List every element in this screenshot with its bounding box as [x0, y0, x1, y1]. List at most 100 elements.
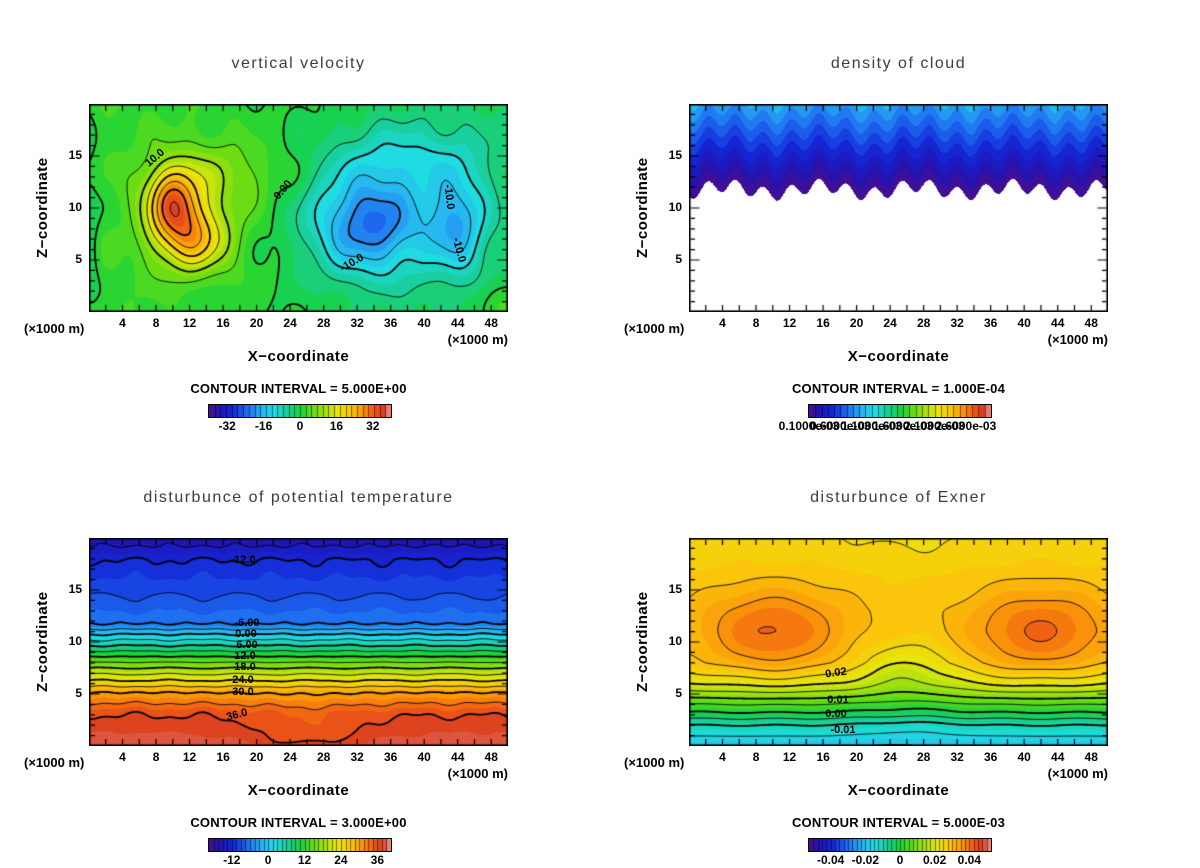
plot-area: 0.02 0.01 0.00 -0.01: [689, 538, 1108, 746]
x-tick-label: 4: [719, 316, 726, 330]
panel-density-of-cloud: density of cloud Z−coordinate (×1000 m) …: [600, 0, 1200, 434]
contour-interval-text: CONTOUR INTERVAL = 3.000E+00: [190, 815, 407, 830]
x-tick-label: 44: [451, 316, 465, 330]
x-tick-label: 16: [216, 750, 230, 764]
x-tick-label: 28: [916, 316, 931, 330]
x-axis-label: X−coordinate: [247, 348, 350, 365]
contour-label: 6.00: [236, 639, 258, 651]
x-tick-label: 32: [350, 750, 364, 764]
contour-plot-canvas: [89, 538, 508, 746]
plot-area: -12.0 -6.00 0.00 6.00 12.0 18.0 24.0 30.0 36.0: [89, 538, 508, 746]
x-axis-label: X−coordinate: [847, 348, 950, 365]
colorbar-tick-label: -16: [254, 419, 273, 433]
colorbar-tick-label: 0.1000e-03: [778, 419, 840, 433]
x-tick-label: 4: [119, 316, 126, 330]
x-tick-label: 36: [983, 316, 998, 330]
contour-label: 0.00: [235, 628, 257, 640]
panel-title: density of cloud: [830, 55, 967, 72]
x-tick-label: 16: [216, 316, 230, 330]
colorbar-tick-label: 16: [329, 419, 344, 433]
panel-exner: disturbunce of Exner Z−coordinate 0.02 0.…: [600, 434, 1200, 868]
x-unit-label-right: (×1000 m): [447, 332, 508, 347]
x-tick-label: 40: [1017, 316, 1031, 330]
z-tick-label: 5: [75, 686, 82, 700]
z-tick-label: 5: [75, 252, 82, 266]
colorbar-tick-label: 2.6000e-03: [935, 419, 997, 433]
x-tick-label: 12: [782, 750, 797, 764]
contour-plot-canvas: [689, 538, 1108, 746]
contour-label: 12.0: [234, 650, 256, 662]
x-tick-label: 48: [484, 316, 498, 330]
colorbar-tick-label: 1.1000e-03: [841, 419, 903, 433]
plot-area: [689, 104, 1108, 312]
x-tick-label: 40: [417, 316, 431, 330]
x-tick-label: 44: [451, 750, 465, 764]
colorbar-tick-label: -32: [218, 419, 236, 433]
x-tick-label: 24: [883, 316, 897, 330]
colorbar-tick-label: 0.02: [922, 853, 947, 867]
x-tick-label: 16: [816, 750, 830, 764]
x-tick-label: 36: [983, 750, 998, 764]
contour-label: -0.01: [830, 724, 856, 736]
x-unit-label-right: (×1000 m): [447, 766, 508, 781]
x-tick-label: 4: [119, 750, 126, 764]
x-tick-label: 28: [316, 316, 331, 330]
x-tick-label: 4: [719, 750, 726, 764]
z-tick-label: 15: [668, 148, 682, 162]
x-tick-label: 36: [383, 750, 398, 764]
colorbar: [808, 404, 992, 418]
x-unit-label-left: (×1000 m): [24, 321, 85, 336]
colorbar-tick-label: 24: [334, 853, 348, 867]
x-tick-label: 24: [283, 750, 297, 764]
x-unit-label-left: (×1000 m): [24, 755, 85, 770]
x-tick-label: 48: [1084, 316, 1098, 330]
x-unit-label-right: (×1000 m): [1047, 332, 1108, 347]
x-tick-label: 8: [752, 316, 760, 330]
x-axis-label: X−coordinate: [247, 782, 350, 799]
z-tick-label: 10: [68, 634, 82, 648]
z-tick-label: 5: [675, 252, 682, 266]
x-tick-label: 40: [1017, 750, 1031, 764]
x-tick-label: 40: [417, 750, 431, 764]
x-tick-label: 12: [182, 750, 197, 764]
panel-vertical-velocity: vertical velocity Z−coordinate 10.0 0.00-…: [0, 0, 600, 434]
contour-label: 18.0: [234, 661, 256, 673]
colorbar-tick-label: -12: [223, 853, 241, 867]
x-tick-label: 8: [152, 316, 160, 330]
x-tick-label: 20: [249, 316, 264, 330]
contour-label: 0.00: [825, 708, 847, 720]
contour-label: 24.0: [232, 674, 254, 686]
x-tick-label: 36: [383, 316, 398, 330]
x-tick-label: 8: [152, 750, 160, 764]
contour-label: -12.0: [230, 554, 256, 566]
contour-plot-canvas: [689, 104, 1108, 312]
colorbar-tick-label: 0.04: [957, 853, 982, 867]
colorbar-tick-label: -0.02: [851, 853, 880, 867]
colorbar: [208, 404, 392, 418]
contour-interval-text: CONTOUR INTERVAL = 5.000E-03: [791, 815, 1006, 830]
x-unit-label-right: (×1000 m): [1047, 766, 1108, 781]
z-tick-label: 15: [68, 582, 82, 596]
plot-area: 10.0 0.00 -10.0 -10.0 -10.0: [89, 104, 508, 312]
contour-label: 0.01: [827, 694, 849, 706]
panel-title: vertical velocity: [231, 55, 366, 72]
colorbar-tick-label: 1.6000e-03: [872, 419, 934, 433]
x-tick-label: 48: [1084, 750, 1098, 764]
z-tick-label: 10: [668, 634, 682, 648]
colorbar: [208, 838, 392, 852]
colorbar-tick-label: 0: [296, 419, 304, 433]
z-tick-label: 15: [668, 582, 682, 596]
colorbar-tick-label: 0: [264, 853, 272, 867]
z-tick-label: 10: [668, 200, 682, 214]
x-tick-label: 12: [782, 316, 797, 330]
x-tick-label: 44: [1051, 316, 1065, 330]
x-tick-label: 24: [883, 750, 897, 764]
colorbar-tick-label: 2.1000e-03: [904, 419, 965, 433]
contour-plot-canvas: [89, 104, 508, 312]
panel-potential-temperature: disturbunce of potential temperature Z−c…: [0, 434, 600, 868]
x-tick-label: 20: [249, 750, 264, 764]
colorbar-tick-label: 32: [366, 419, 380, 433]
colorbar-tick-label: 0.6000e-03: [810, 419, 871, 433]
colorbar-tick-label: 12: [297, 853, 312, 867]
panel-title: disturbunce of Exner: [810, 489, 987, 506]
